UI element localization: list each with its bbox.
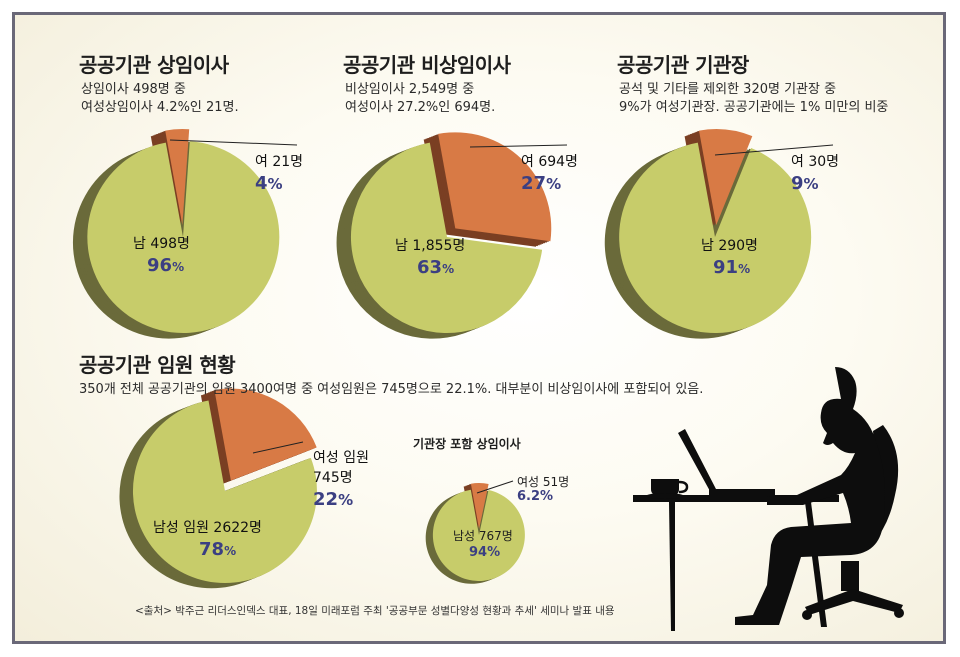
officers-title: 공공기관 임원 현황: [79, 353, 236, 377]
male-slice: [350, 142, 543, 334]
exec-desc-1: 상임이사 498명 중: [81, 82, 186, 97]
heads-title: 공공기관 기관장: [617, 53, 749, 77]
male-slice: [619, 142, 812, 334]
officers-female-pct: 22%: [313, 489, 354, 510]
officers-desc: 350개 전체 공공기관의 임원 3400여명 중 여성임원은 745명으로 2…: [79, 382, 704, 397]
incl-title: 기관장 포함 상임이사: [413, 437, 521, 451]
leader-line: [476, 480, 514, 494]
heads-male-label: 남 290명: [701, 238, 758, 254]
heads-female-label: 여 30명: [791, 154, 840, 170]
pie-charts: [72, 129, 834, 589]
female-slice: [165, 129, 190, 226]
exec-male-label: 남 498명: [133, 236, 190, 252]
male-slice: [432, 489, 525, 581]
incl-female-pct: 6.2%: [517, 489, 554, 504]
heads-male-pct: 91%: [713, 257, 751, 278]
heads-female-pct: 9%: [791, 173, 819, 194]
female-slice: [438, 132, 552, 242]
nonexec-male-pct: 63%: [417, 257, 455, 278]
incl-male-pct: 94%: [469, 545, 501, 560]
exec-title: 공공기관 상임이사: [79, 53, 229, 77]
leader-line: [169, 139, 298, 146]
nonexec-title: 공공기관 비상임이사: [343, 53, 511, 77]
exec-desc-2: 여성상임이사 4.2%인 21명.: [81, 100, 239, 115]
leader-line: [469, 144, 568, 148]
exec-female-pct: 4%: [255, 173, 283, 194]
incl-female-label: 여성 51명: [517, 475, 570, 489]
officers-male-pct: 78%: [199, 539, 237, 560]
infographic: 공공기관 상임이사 상임이사 498명 중 여성상임이사 4.2%인 21명. …: [12, 12, 946, 644]
exec-male-pct: 96%: [147, 255, 185, 276]
nonexec-desc-2: 여성이사 27.2%인 694명.: [345, 100, 496, 115]
incl-male-label: 남성 767명: [453, 529, 513, 543]
male-slice: [132, 400, 317, 584]
nonexec-male-label: 남 1,855명: [395, 238, 466, 254]
female-slice: [470, 482, 489, 530]
source-note: <출처> 박주근 리더스인덱스 대표, 18일 미래포럼 주최 '공공부문 성별…: [135, 605, 615, 617]
nonexec-desc-1: 비상임이사 2,549명 중: [345, 82, 475, 97]
heads-desc-2: 9%가 여성기관장. 공공기관에는 1% 미만의 비중: [619, 100, 889, 115]
nonexec-female-label: 여 694명: [521, 154, 578, 170]
leader-line: [252, 441, 304, 454]
leader-line: [714, 144, 834, 156]
exec-female-label: 여 21명: [255, 154, 304, 170]
officers-female-label-2: 745명: [313, 470, 353, 486]
female-slice: [214, 388, 317, 481]
nonexec-female-pct: 27%: [521, 173, 562, 194]
male-slice: [87, 141, 280, 333]
heads-desc-1: 공석 및 기타를 제외한 320명 기관장 중: [619, 82, 837, 97]
officers-male-label: 남성 임원 2622명: [153, 520, 262, 536]
officers-female-label-1: 여성 임원: [313, 450, 369, 466]
woman-at-laptop-silhouette: [633, 367, 904, 631]
